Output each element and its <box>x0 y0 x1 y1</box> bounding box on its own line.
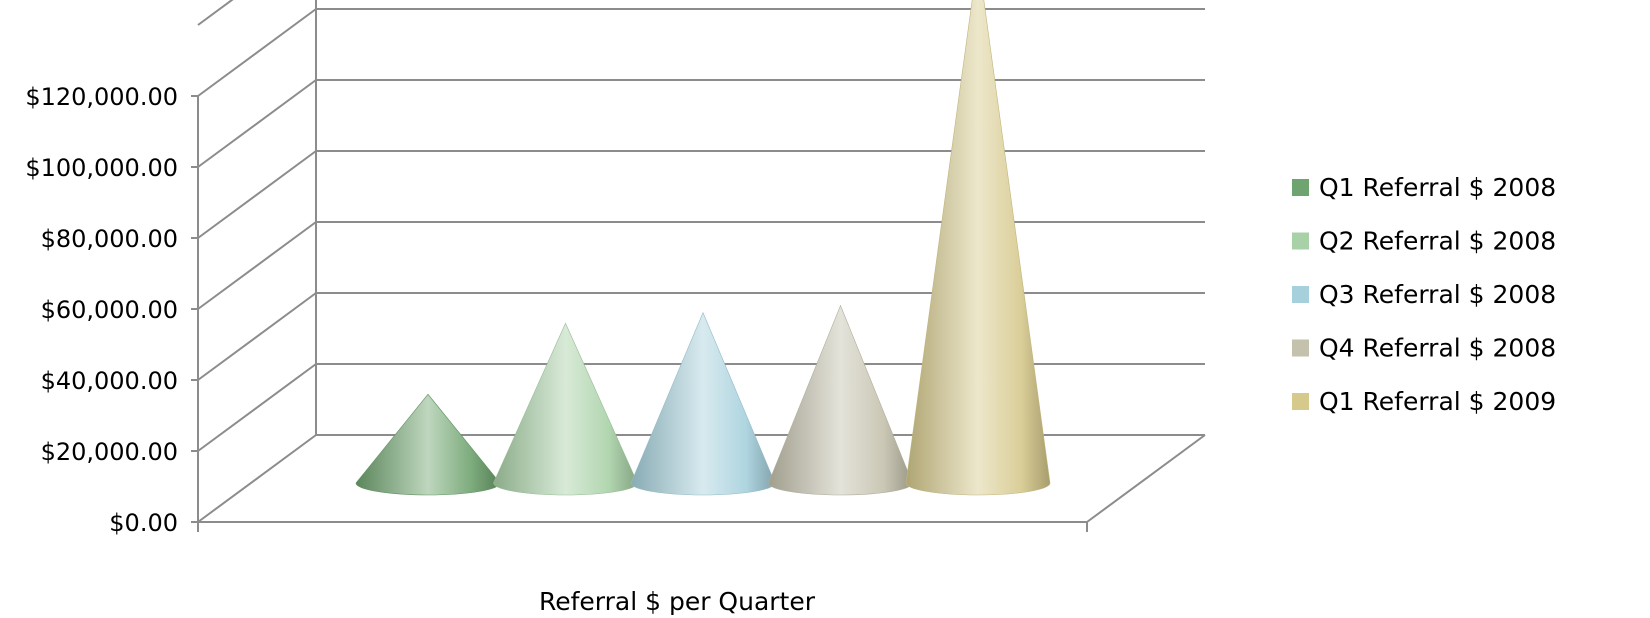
cone-mark <box>905 0 1051 496</box>
legend-swatch <box>1292 232 1309 250</box>
chart-legend: Q1 Referral $ 2008 Q2 Referral $ 2008 Q3 R… <box>1292 173 1556 416</box>
cone-mark <box>630 311 776 496</box>
side-gridline <box>197 79 317 168</box>
legend-label: Q1 Referral $ 2008 <box>1319 173 1556 202</box>
y-tick-label: $120,000.00 <box>25 83 178 111</box>
legend-label: Q2 Referral $ 2008 <box>1319 227 1556 256</box>
legend-swatch <box>1292 286 1309 303</box>
side-gridline <box>197 221 317 310</box>
side-gridline <box>197 150 317 239</box>
y-tick-label: $60,000.00 <box>41 296 178 324</box>
y-tick-label: $0.00 <box>109 509 178 537</box>
side-gridline <box>197 8 317 97</box>
y-tick-label: $40,000.00 <box>41 367 178 395</box>
legend-swatch <box>1292 339 1309 357</box>
legend-label: Q1 Referral $ 2009 <box>1319 387 1556 416</box>
legend-label: Q3 Referral $ 2008 <box>1319 280 1556 309</box>
legend-swatch <box>1292 179 1309 196</box>
y-axis-ticks: $0.00 $20,000.00 $40,000.00 $60,000.00 $80,0… <box>25 83 198 537</box>
side-gridline <box>197 363 317 452</box>
side-gridline <box>197 434 317 523</box>
side-gridline <box>197 0 234 26</box>
legend-swatch <box>1292 393 1309 410</box>
y-tick-label: $100,000.00 <box>25 154 178 182</box>
x-axis-title: Referral $ per Quarter <box>539 587 816 616</box>
side-gridline <box>197 292 317 381</box>
cone-mark <box>355 393 501 496</box>
chart-gridlines <box>197 0 1205 523</box>
cone-mark <box>768 304 913 496</box>
y-tick-label: $20,000.00 <box>41 438 178 466</box>
legend-label: Q4 Referral $ 2008 <box>1319 334 1556 363</box>
cone-mark <box>493 322 638 496</box>
floor-edge <box>1086 434 1206 523</box>
chart-cones <box>355 0 1051 496</box>
y-tick-label: $80,000.00 <box>41 225 178 253</box>
